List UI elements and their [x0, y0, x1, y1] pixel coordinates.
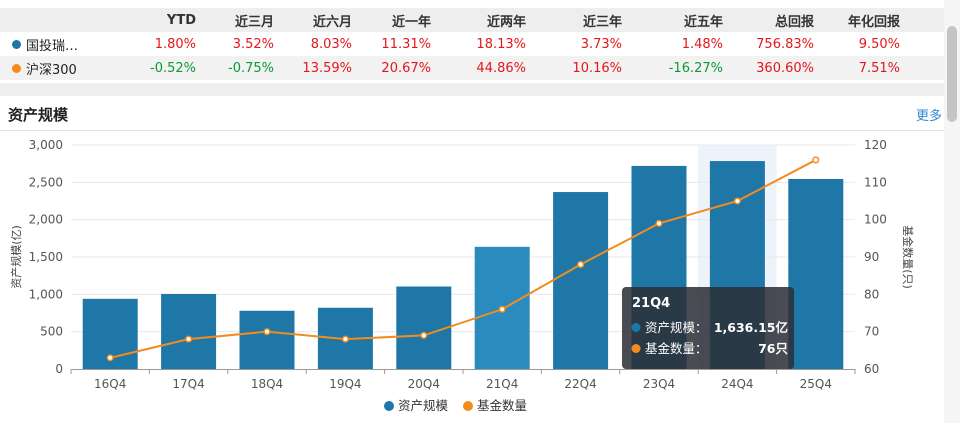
- chart-tooltip: [622, 287, 794, 369]
- page-scrollbar[interactable]: [944, 0, 960, 423]
- column-header[interactable]: 近三年: [582, 14, 622, 30]
- point-fund-count: [263, 328, 271, 336]
- return-cell: -16.27%: [668, 60, 723, 76]
- return-cell: 756.83%: [756, 36, 814, 52]
- return-cell: 8.03%: [310, 36, 352, 52]
- legend-dot-icon: [384, 401, 394, 411]
- x-tick-label: 18Q4: [251, 377, 283, 391]
- y2-axis-title: 基金数量(只): [901, 225, 915, 289]
- column-header[interactable]: 近一年: [391, 14, 431, 30]
- section-title: 资产规模: [8, 106, 69, 124]
- x-tick-label: 19Q4: [329, 377, 361, 391]
- bar-asset-scale: [396, 286, 452, 369]
- asset-scale-chart: 0 500 1,000 1,500 2,000 2,500 3,000 60 70 80 90 100…: [9, 138, 915, 413]
- performance-table: YTD 近三月 近六月 近一年 近两年 近三年 近五年 总回报 年化回报国投瑞… 1.80% 3.5…: [0, 8, 944, 80]
- section-rule: [0, 130, 944, 131]
- legend-dot-icon: [463, 401, 473, 411]
- return-cell: 11.31%: [381, 36, 431, 52]
- x-tick-label: 20Q4: [408, 377, 440, 391]
- return-cell: 20.67%: [381, 60, 431, 76]
- table-row: 国投瑞… 1.80% 3.52% 8.03% 11.31% 18.13% 3.73% 1.48…: [0, 32, 944, 56]
- bar-asset-scale: [553, 192, 609, 369]
- y2-tick-label: 90: [864, 250, 879, 264]
- return-cell: 7.51%: [858, 60, 900, 76]
- point-fund-count: [577, 260, 585, 269]
- y-tick-label: 3,000: [29, 138, 63, 152]
- table-header-row: YTD 近三月 近六月 近一年 近两年 近三年 近五年 总回报 年化回报: [0, 8, 944, 32]
- column-header[interactable]: 近六月: [312, 14, 352, 30]
- y2-tick-label: 110: [864, 175, 887, 189]
- x-tick-label: 24Q4: [721, 377, 753, 391]
- x-tick-label: 21Q4: [486, 377, 518, 391]
- series-dot-icon: [12, 39, 21, 49]
- return-cell: 18.13%: [476, 36, 526, 52]
- return-cell: 3.52%: [232, 36, 274, 52]
- column-header[interactable]: 近五年: [683, 14, 723, 30]
- point-fund-count: [106, 354, 114, 362]
- point-fund-count: [655, 219, 663, 227]
- return-cell: 44.86%: [476, 60, 526, 76]
- y-tick-label: 0: [55, 362, 63, 376]
- point-fund-count: [185, 335, 193, 343]
- return-cell: 10.16%: [572, 60, 622, 76]
- y-tick-label: 2,500: [29, 175, 63, 189]
- point-fund-count: [812, 156, 820, 164]
- y2-tick-label: 100: [864, 213, 887, 227]
- y2-tick-label: 80: [864, 287, 879, 301]
- tooltip-series-dot-icon: [631, 344, 641, 353]
- tooltip-series-dot-icon: [631, 323, 641, 332]
- column-header[interactable]: YTD: [166, 12, 196, 28]
- x-tick-label: 25Q4: [800, 377, 832, 391]
- y-axis-title: 资产规模(亿): [9, 225, 23, 289]
- column-header[interactable]: 年化回报: [847, 14, 900, 30]
- point-fund-count: [498, 305, 506, 313]
- y-tick-label: 500: [40, 325, 63, 339]
- column-header[interactable]: 近两年: [486, 14, 526, 30]
- more-link[interactable]: 更多: [915, 109, 942, 124]
- return-cell: 13.59%: [302, 60, 352, 76]
- tooltip-label: 资产规模：: [645, 320, 708, 335]
- table-row: 沪深300 -0.52% -0.75% 13.59% 20.67% 44.86% 10.16…: [0, 56, 944, 80]
- return-cell: -0.52%: [150, 60, 196, 76]
- return-cell: 9.50%: [858, 36, 900, 52]
- y2-tick-label: 70: [864, 325, 879, 339]
- tooltip-title: 21Q4: [632, 296, 670, 311]
- row-name-cell: 国投瑞…: [0, 35, 114, 54]
- y2-tick-label: 60: [864, 362, 879, 376]
- section-divider: [0, 83, 944, 96]
- point-fund-count: [733, 197, 741, 205]
- bar-asset-scale: [239, 310, 295, 369]
- bar-asset-scale: [161, 293, 217, 369]
- scrollbar-thumb[interactable]: [947, 26, 957, 122]
- line-fund-count: [109, 159, 817, 359]
- return-cell: -0.75%: [228, 60, 274, 76]
- legend-label[interactable]: 基金数量: [477, 398, 527, 413]
- y-tick-label: 1,000: [29, 287, 63, 301]
- row-name: 沪深300: [26, 62, 77, 78]
- return-cell: 1.48%: [681, 36, 723, 52]
- column-header[interactable]: 总回报: [774, 14, 814, 30]
- point-fund-count: [341, 335, 349, 343]
- return-cell: 360.60%: [756, 60, 814, 76]
- column-header[interactable]: 近三月: [234, 14, 274, 30]
- y-tick-label: 1,500: [29, 250, 63, 264]
- x-tick-label: 16Q4: [94, 377, 126, 391]
- x-tick-label: 17Q4: [172, 377, 204, 391]
- row-name: 国投瑞…: [26, 38, 79, 54]
- bar-asset-scale: [788, 178, 844, 369]
- tooltip-value: 76只: [758, 341, 788, 356]
- x-tick-label: 22Q4: [564, 377, 596, 391]
- tooltip-label: 基金数量：: [645, 341, 708, 356]
- x-tick-label: 23Q4: [643, 377, 675, 391]
- point-fund-count: [420, 331, 428, 339]
- series-dot-icon: [12, 63, 21, 73]
- y-tick-label: 2,000: [29, 213, 63, 227]
- return-cell: 3.73%: [580, 36, 622, 52]
- y2-tick-label: 120: [864, 138, 887, 152]
- return-cell: 1.80%: [154, 36, 196, 52]
- row-name-cell: 沪深300: [0, 59, 114, 78]
- legend-label[interactable]: 资产规模: [398, 398, 449, 413]
- tooltip-value: 1,636.15亿: [714, 320, 788, 335]
